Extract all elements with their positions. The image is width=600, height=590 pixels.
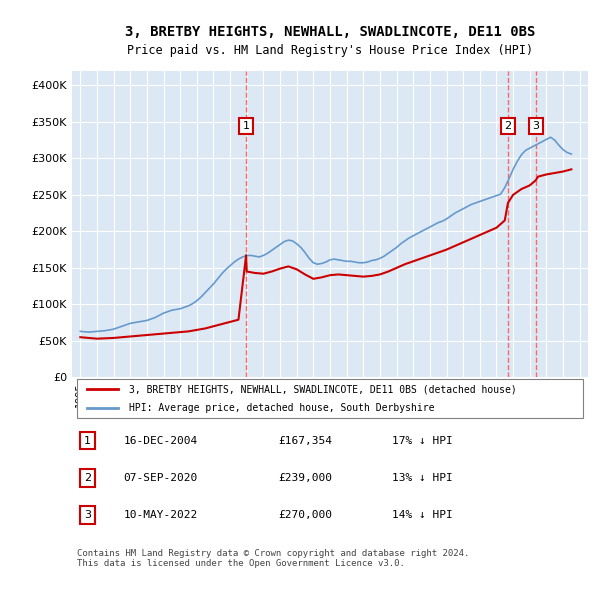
Text: 10-MAY-2022: 10-MAY-2022: [124, 510, 198, 520]
Text: £239,000: £239,000: [278, 473, 332, 483]
Text: 3, BRETBY HEIGHTS, NEWHALL, SWADLINCOTE, DE11 0BS: 3, BRETBY HEIGHTS, NEWHALL, SWADLINCOTE,…: [125, 25, 535, 40]
Text: Contains HM Land Registry data © Crown copyright and database right 2024.
This d: Contains HM Land Registry data © Crown c…: [77, 549, 470, 568]
Text: 1: 1: [84, 435, 91, 445]
Text: 13% ↓ HPI: 13% ↓ HPI: [392, 473, 452, 483]
Text: Price paid vs. HM Land Registry's House Price Index (HPI): Price paid vs. HM Land Registry's House …: [127, 44, 533, 57]
Text: 07-SEP-2020: 07-SEP-2020: [124, 473, 198, 483]
FancyBboxPatch shape: [77, 379, 583, 418]
Text: £167,354: £167,354: [278, 435, 332, 445]
Text: HPI: Average price, detached house, South Derbyshire: HPI: Average price, detached house, Sout…: [129, 403, 434, 413]
Text: £270,000: £270,000: [278, 510, 332, 520]
Text: 3: 3: [84, 510, 91, 520]
Text: 2: 2: [84, 473, 91, 483]
Text: 14% ↓ HPI: 14% ↓ HPI: [392, 510, 452, 520]
Text: 3: 3: [532, 121, 539, 131]
Text: 2: 2: [505, 121, 511, 131]
Text: 17% ↓ HPI: 17% ↓ HPI: [392, 435, 452, 445]
Text: 3, BRETBY HEIGHTS, NEWHALL, SWADLINCOTE, DE11 0BS (detached house): 3, BRETBY HEIGHTS, NEWHALL, SWADLINCOTE,…: [129, 384, 517, 394]
Text: 16-DEC-2004: 16-DEC-2004: [124, 435, 198, 445]
Text: 1: 1: [242, 121, 250, 131]
